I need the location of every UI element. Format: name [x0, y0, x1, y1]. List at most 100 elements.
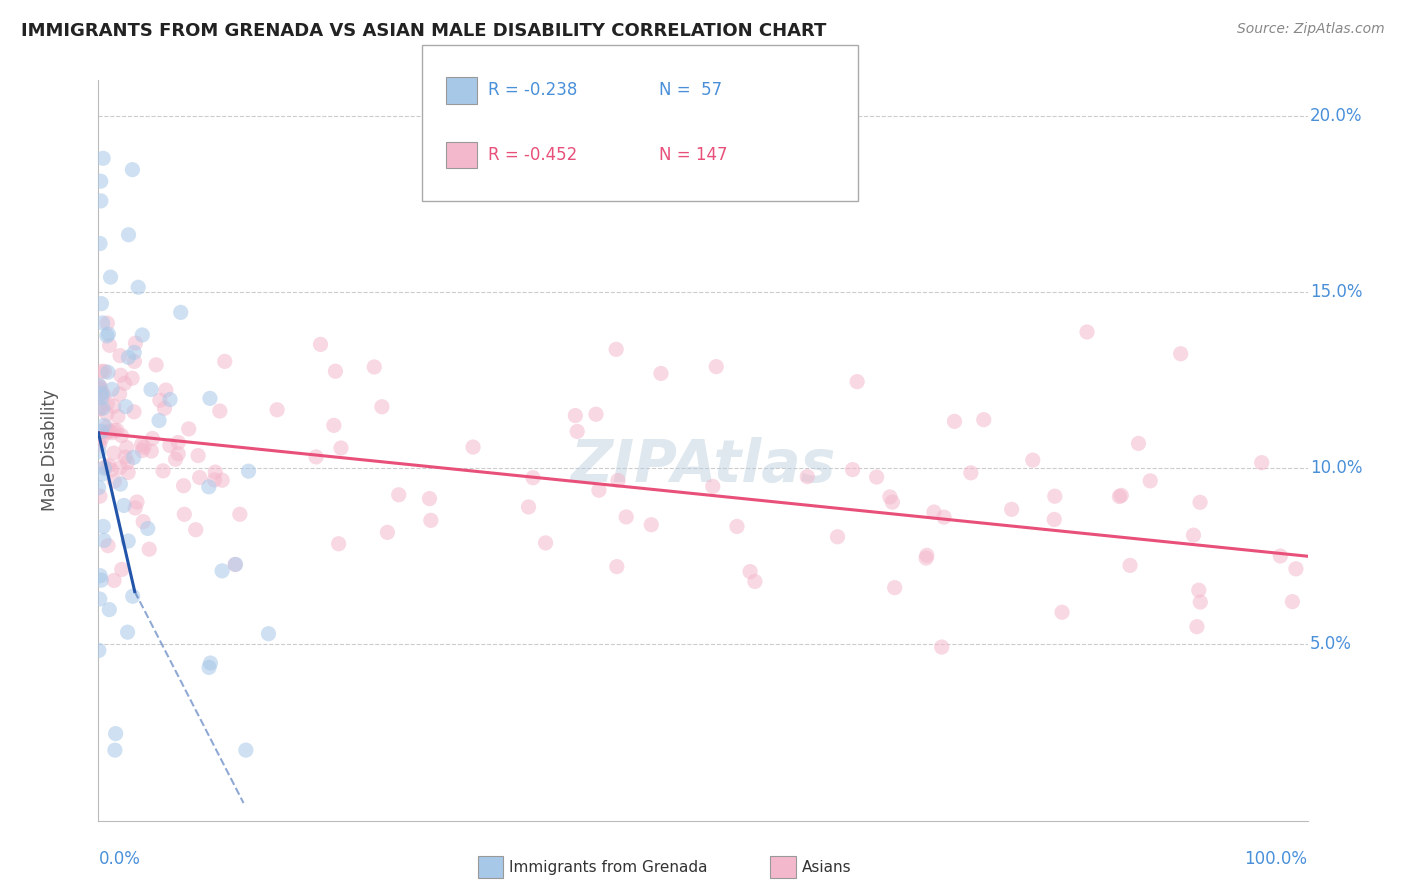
- Point: [1185, 620, 1208, 634]
- Point: [93, 418, 115, 433]
- Point: [1043, 512, 1066, 526]
- Point: [90, 386, 112, 401]
- Point: [235, 743, 257, 757]
- Point: [257, 626, 280, 640]
- Point: [96, 425, 118, 439]
- Point: [101, 382, 124, 396]
- Point: [136, 521, 159, 535]
- Point: [1022, 453, 1045, 467]
- Point: [131, 438, 153, 452]
- Point: [87, 434, 110, 448]
- Point: [90, 380, 112, 394]
- Point: [1108, 490, 1130, 504]
- Point: [94, 459, 117, 474]
- Point: [640, 517, 662, 532]
- Point: [1111, 488, 1133, 502]
- Point: [121, 589, 143, 603]
- Point: [98, 424, 121, 438]
- Point: [865, 470, 887, 484]
- Point: [517, 500, 540, 514]
- Point: [114, 376, 136, 391]
- Point: [159, 438, 181, 452]
- Point: [108, 387, 131, 401]
- Point: [97, 326, 120, 341]
- Point: [145, 358, 167, 372]
- Text: 15.0%: 15.0%: [1310, 283, 1362, 301]
- Point: [90, 174, 112, 188]
- Point: [883, 581, 905, 595]
- Point: [97, 365, 120, 379]
- Point: [103, 474, 125, 488]
- Point: [117, 227, 139, 242]
- Point: [127, 280, 149, 294]
- Point: [1119, 558, 1142, 573]
- Point: [214, 354, 236, 368]
- Point: [90, 573, 112, 587]
- Point: [96, 329, 118, 343]
- Point: [388, 488, 411, 502]
- Point: [165, 452, 187, 467]
- Text: 20.0%: 20.0%: [1310, 106, 1362, 125]
- Point: [91, 467, 114, 481]
- Point: [114, 450, 136, 464]
- Point: [87, 378, 110, 392]
- Point: [89, 401, 111, 415]
- Point: [93, 364, 115, 378]
- Point: [89, 568, 111, 582]
- Point: [167, 447, 190, 461]
- Point: [1001, 502, 1024, 516]
- Point: [98, 602, 121, 616]
- Point: [1189, 595, 1212, 609]
- Text: ZIPAtlas: ZIPAtlas: [571, 437, 835, 494]
- Point: [117, 534, 139, 549]
- Point: [124, 501, 146, 516]
- Point: [322, 418, 344, 433]
- Point: [827, 530, 849, 544]
- Point: [879, 490, 901, 504]
- Point: [139, 383, 162, 397]
- Point: [607, 474, 630, 488]
- Point: [328, 537, 350, 551]
- Point: [152, 464, 174, 478]
- Point: [90, 364, 112, 378]
- Point: [846, 375, 869, 389]
- Point: [534, 536, 557, 550]
- Point: [117, 466, 139, 480]
- Point: [159, 392, 181, 407]
- Point: [567, 425, 589, 439]
- Point: [973, 412, 995, 426]
- Point: [371, 400, 394, 414]
- Point: [90, 432, 112, 446]
- Point: [960, 466, 983, 480]
- Point: [98, 338, 121, 352]
- Point: [90, 425, 112, 439]
- Point: [740, 565, 762, 579]
- Point: [588, 483, 610, 498]
- Point: [606, 559, 628, 574]
- Point: [363, 359, 385, 374]
- Point: [89, 489, 111, 503]
- Point: [266, 402, 288, 417]
- Point: [100, 270, 122, 285]
- Point: [89, 592, 111, 607]
- Point: [841, 462, 863, 476]
- Text: Immigrants from Grenada: Immigrants from Grenada: [509, 860, 707, 874]
- Point: [131, 328, 153, 343]
- Text: R = -0.238: R = -0.238: [488, 81, 578, 99]
- Point: [1250, 456, 1272, 470]
- Point: [931, 640, 953, 654]
- Point: [117, 455, 139, 469]
- Point: [100, 463, 122, 477]
- Text: IMMIGRANTS FROM GRENADA VS ASIAN MALE DISABILITY CORRELATION CHART: IMMIGRANTS FROM GRENADA VS ASIAN MALE DI…: [21, 22, 827, 40]
- Point: [89, 438, 111, 452]
- Point: [93, 461, 115, 475]
- Point: [1043, 489, 1066, 503]
- Point: [187, 449, 209, 463]
- Point: [796, 469, 818, 483]
- Point: [1182, 528, 1205, 542]
- Point: [96, 396, 118, 410]
- Text: 10.0%: 10.0%: [1310, 459, 1362, 477]
- Text: Male Disability: Male Disability: [41, 390, 59, 511]
- Text: 100.0%: 100.0%: [1244, 850, 1308, 868]
- Point: [121, 162, 143, 177]
